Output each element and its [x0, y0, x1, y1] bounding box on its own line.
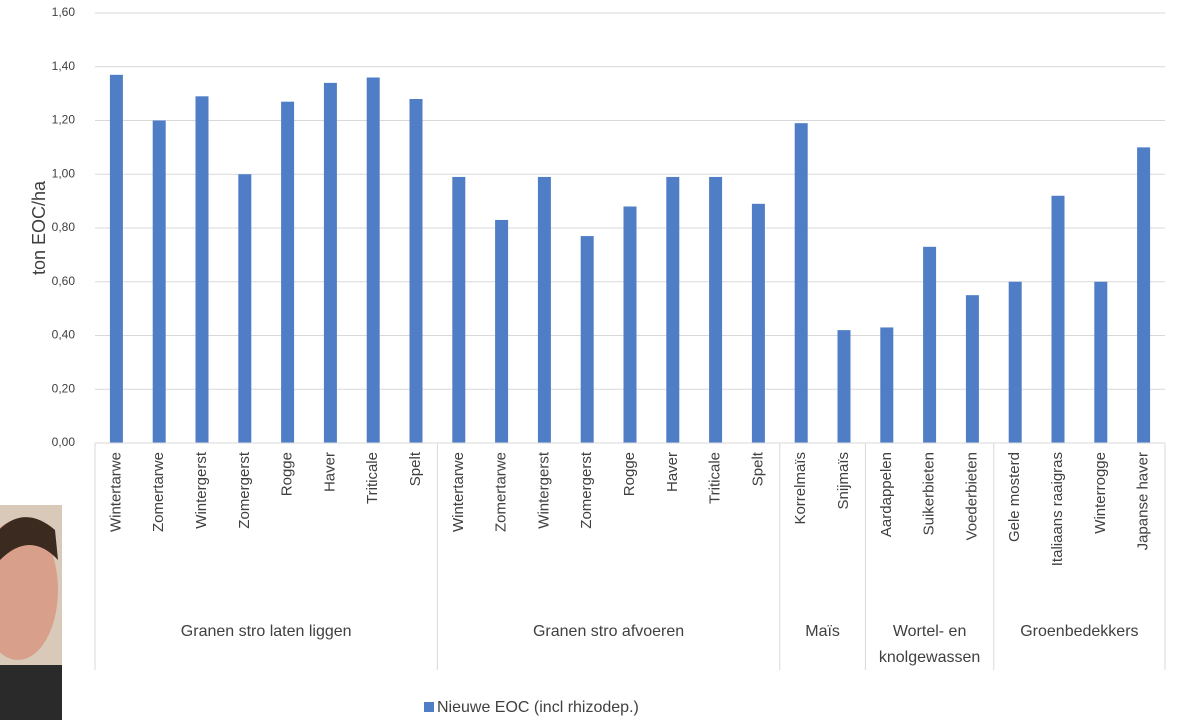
y-tick-label: 1,20 [52, 113, 76, 127]
y-tick-label: 0,00 [52, 435, 76, 449]
x-tick-label: Suikerbieten [921, 452, 938, 535]
bar [880, 327, 894, 443]
bar [1008, 281, 1022, 443]
x-tick-label: Triticale [707, 452, 724, 504]
group-label: Maïs [805, 623, 840, 640]
x-tick-label: Wintergerst [535, 451, 552, 529]
bar [195, 96, 209, 443]
x-tick-label: Rogge [621, 452, 638, 496]
x-tick-label: Wintertarwe [450, 452, 467, 532]
bar [666, 176, 680, 443]
x-tick-label: Gele mosterd [1006, 452, 1023, 542]
x-tick-label: Zomergerst [236, 451, 253, 529]
bar [1137, 147, 1151, 443]
bar [109, 74, 123, 443]
x-tick-label: Snijmaïs [835, 452, 852, 510]
x-tick-label: Wintertarwe [107, 452, 124, 532]
x-tick-label: Zomertarwe [150, 452, 167, 532]
bar [238, 174, 252, 443]
x-tick-label: Zomergerst [578, 451, 595, 529]
x-tick-label: Rogge [279, 452, 296, 496]
x-tick-label: Haver [664, 452, 681, 492]
x-tick-label: Spelt [407, 451, 424, 486]
x-tick-label: Triticale [364, 452, 381, 504]
bar [923, 246, 937, 443]
x-tick-label: Spelt [749, 451, 766, 486]
bar [709, 176, 723, 443]
bar [281, 101, 295, 443]
group-label: Granen stro laten liggen [180, 623, 352, 640]
bar [837, 330, 851, 443]
x-tick-label: Voederbieten [963, 452, 980, 540]
legend-label: Nieuwe EOC (incl rhizodep.) [437, 699, 639, 716]
x-tick-label: Aardappelen [878, 452, 895, 537]
group-label: Groenbedekkers [1020, 623, 1139, 640]
legend-swatch [424, 702, 434, 712]
x-tick-label: Zomertarwe [493, 452, 510, 532]
x-tick-label: Italiaans raaigras [1049, 452, 1066, 566]
bar [1051, 195, 1065, 443]
y-tick-label: 0,20 [52, 381, 76, 395]
x-tick-label: Haver [321, 452, 338, 492]
photo [0, 505, 62, 720]
bar [965, 295, 979, 443]
group-label: Granen stro afvoeren [532, 623, 685, 640]
bar [751, 203, 765, 443]
y-tick-label: 0,80 [52, 220, 76, 234]
x-tick-label: Japanse haver [1135, 452, 1152, 550]
y-tick-label: 1,40 [52, 59, 76, 73]
bar [623, 206, 637, 443]
bar [495, 219, 509, 443]
x-tick-label: Winterrogge [1092, 452, 1109, 534]
bar [452, 176, 466, 443]
x-tick-label: Korrelmaïs [792, 452, 809, 525]
y-tick-label: 0,40 [52, 328, 76, 342]
bar [323, 82, 337, 443]
bar [409, 99, 423, 443]
bar [794, 123, 808, 443]
y-tick-label: 1,60 [52, 5, 76, 19]
group-label: Wortel- en knolgewassen [878, 623, 981, 666]
bar [580, 236, 594, 443]
y-tick-label: 1,00 [52, 166, 76, 180]
bar [537, 176, 551, 443]
bar [152, 120, 166, 443]
y-tick-label: 0,60 [52, 274, 76, 288]
x-tick-label: Wintergerst [193, 451, 210, 529]
bar [1094, 281, 1108, 443]
bar [366, 77, 380, 443]
y-axis-title: ton EOC/ha [29, 180, 49, 275]
